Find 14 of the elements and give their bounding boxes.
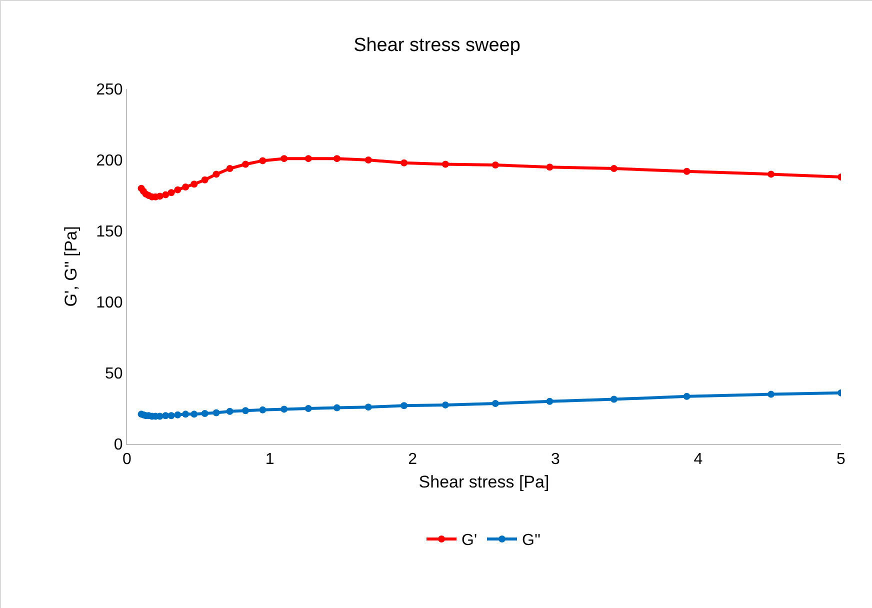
x-tick-label: 3 bbox=[550, 451, 560, 468]
x-tick-label: 2 bbox=[408, 451, 418, 468]
x-axis-title: Shear stress [Pa] bbox=[418, 472, 550, 492]
y-tick-label: 50 bbox=[105, 366, 123, 383]
y-tick-label: 0 bbox=[114, 436, 123, 454]
y-tick-label: 200 bbox=[96, 152, 123, 170]
x-tick-label: 5 bbox=[836, 451, 846, 468]
chart-title: Shear stress sweep bbox=[354, 34, 520, 56]
y-tick-label: 250 bbox=[96, 82, 123, 99]
x-tick-label: 1 bbox=[265, 451, 274, 468]
y-tick-label: 150 bbox=[96, 224, 123, 241]
y-tick-label: 100 bbox=[96, 294, 123, 312]
y-axis-title: G', G'' [Pa] bbox=[62, 226, 81, 307]
x-tick-label: 4 bbox=[694, 451, 703, 468]
